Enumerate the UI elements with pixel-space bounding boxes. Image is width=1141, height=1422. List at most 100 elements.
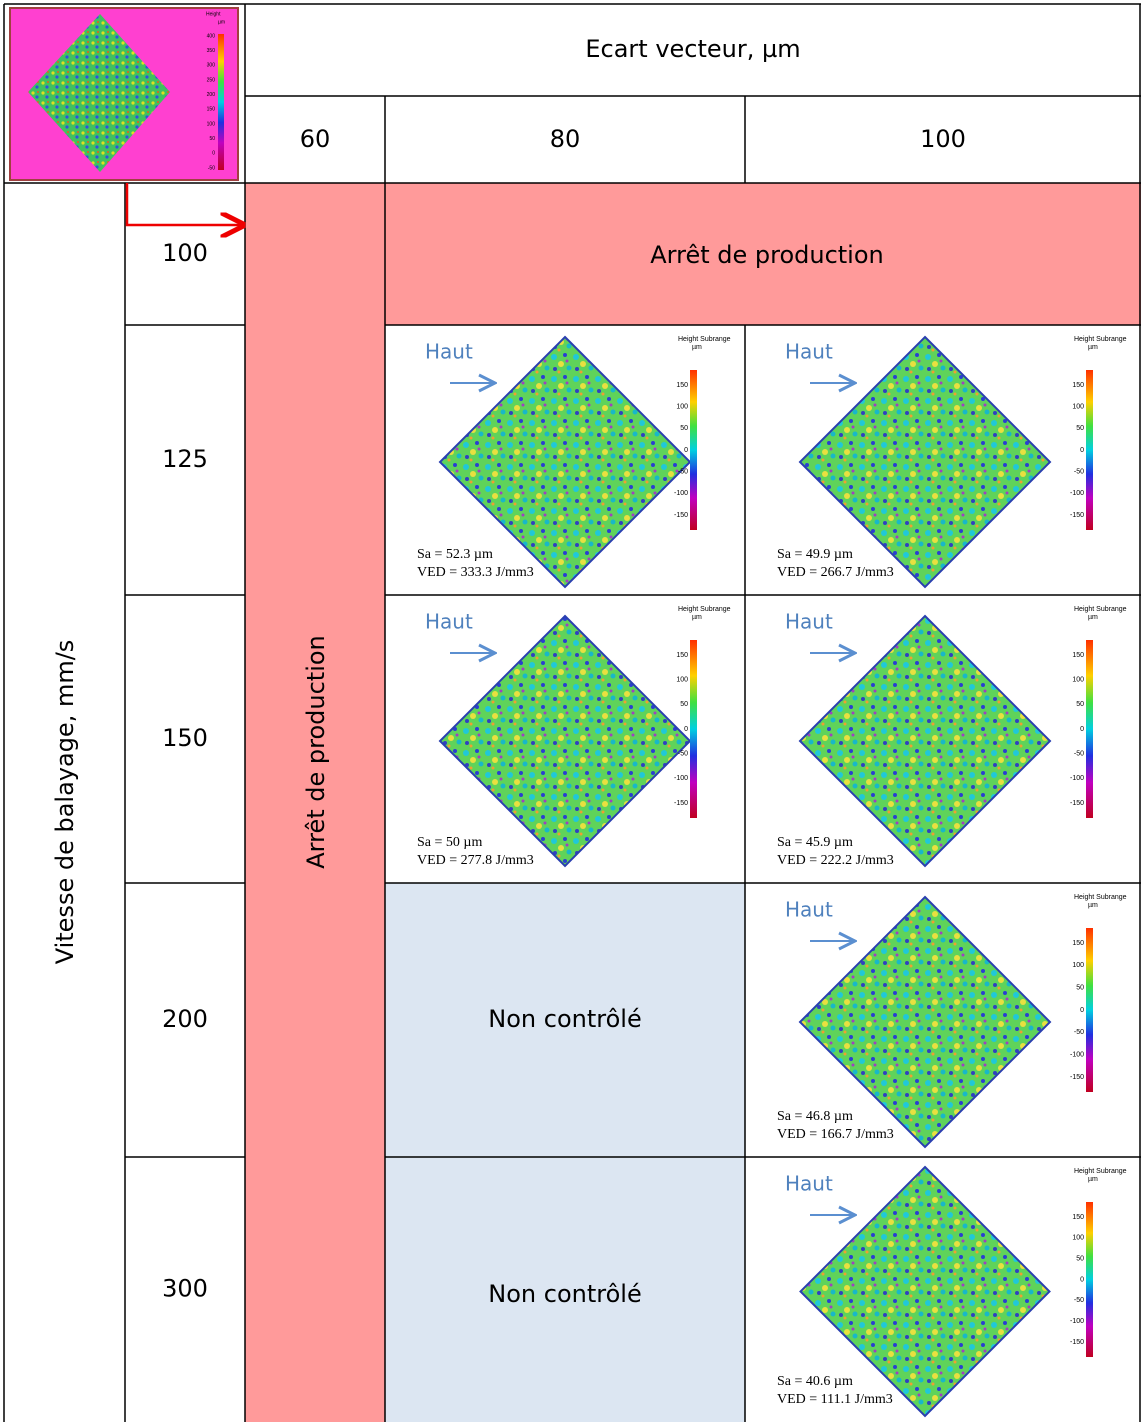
colorbar-tick: 50	[680, 701, 688, 708]
colorbar-title: Height Subrange	[1074, 894, 1127, 901]
colorbar-tick: -150	[1070, 1339, 1084, 1346]
header-title: Ecart vecteur, µm	[585, 35, 800, 63]
colorbar-tick: -150	[1070, 1074, 1084, 1081]
ved-value: VED = 111.1 J/mm3	[777, 1392, 893, 1407]
colorbar-tick: 0	[1080, 447, 1084, 454]
colorbar-tick: 150	[1072, 940, 1084, 947]
colorbar-tick: 100	[1072, 962, 1084, 969]
column-header: 80	[550, 125, 581, 153]
legend-tick: 250	[207, 77, 216, 83]
legend-tick: 300	[207, 63, 216, 69]
colorbar	[1086, 1202, 1093, 1357]
legend-tick: 350	[207, 48, 216, 54]
ved-value: VED = 266.7 J/mm3	[777, 565, 894, 580]
row-label: 300	[162, 1275, 208, 1303]
ved-value: VED = 333.3 J/mm3	[417, 565, 534, 580]
stopped-row	[385, 183, 1141, 325]
colorbar-tick: 150	[1072, 1214, 1084, 1221]
colorbar-unit: µm	[692, 614, 702, 621]
legend-tick: 100	[207, 121, 216, 127]
colorbar-unit: µm	[1088, 614, 1098, 621]
surface-map	[799, 1165, 1051, 1418]
row-label: 200	[162, 1005, 208, 1033]
colorbar-tick: 0	[1080, 726, 1084, 733]
haut-label: Haut	[425, 340, 473, 364]
colorbar-tick: 0	[684, 447, 688, 454]
ved-value: VED = 277.8 J/mm3	[417, 853, 534, 868]
colorbar-unit: µm	[1088, 902, 1098, 909]
colorbar-tick: -100	[1070, 490, 1084, 497]
colorbar-unit: µm	[692, 344, 702, 351]
colorbar	[690, 370, 697, 530]
colorbar-tick: 100	[676, 404, 688, 411]
colorbar-tick: 150	[676, 652, 688, 659]
row-label: 100	[162, 239, 208, 267]
column-header: 100	[920, 125, 966, 153]
colorbar-title: Height Subrange	[1074, 1168, 1127, 1175]
colorbar-tick: -100	[1070, 1052, 1084, 1059]
legend-tick: 200	[207, 92, 216, 98]
surface-map	[798, 614, 1052, 868]
colorbar-unit: µm	[1088, 344, 1098, 351]
sa-value: Sa = 45.9 µm	[777, 835, 853, 850]
pointer-arrow	[125, 183, 243, 225]
colorbar-tick: -150	[1070, 512, 1084, 519]
colorbar	[1086, 928, 1093, 1092]
not-controlled-label: Non contrôlé	[488, 1005, 641, 1033]
colorbar-tick: 50	[1076, 701, 1084, 708]
not-controlled-cell	[385, 883, 745, 1157]
sa-value: Sa = 50 µm	[417, 835, 482, 850]
legend-tick: -50	[208, 165, 215, 171]
row-header: Vitesse de balayage, mm/s	[51, 640, 79, 965]
colorbar-tick: -150	[674, 800, 688, 807]
colorbar-tick: -150	[674, 512, 688, 519]
haut-label: Haut	[785, 610, 833, 634]
thumbnail: Height µm	[9, 7, 239, 181]
colorbar-tick: 100	[1072, 1235, 1084, 1242]
colorbar-tick: 50	[1076, 425, 1084, 432]
stopped-column	[245, 183, 385, 1422]
column-header: 60	[300, 125, 331, 153]
legend-tick: 0	[212, 151, 215, 157]
colorbar-tick: -50	[678, 751, 688, 758]
legend-unit: µm	[218, 19, 225, 25]
colorbar-tick: 0	[1080, 1007, 1084, 1014]
colorbar-title: Height Subrange	[678, 606, 731, 613]
colorbar-tick: 100	[676, 677, 688, 684]
colorbar-tick: 150	[1072, 382, 1084, 389]
colorbar-tick: 100	[1072, 677, 1084, 684]
colorbar-tick: -50	[1074, 751, 1084, 758]
stopped-label: Arrêt de production	[302, 635, 330, 869]
colorbar-tick: 0	[684, 726, 688, 733]
haut-label: Haut	[785, 340, 833, 364]
colorbar-tick: -50	[678, 469, 688, 476]
colorbar-tick: -150	[1070, 800, 1084, 807]
ved-value: VED = 222.2 J/mm3	[777, 853, 894, 868]
colorbar-title: Height Subrange	[1074, 606, 1127, 613]
colorbar-tick: -50	[1074, 1297, 1084, 1304]
colorbar	[690, 640, 697, 818]
colorbar	[1086, 370, 1093, 530]
colorbar-tick: -100	[1070, 1318, 1084, 1325]
colorbar	[1086, 640, 1093, 818]
colorbar-tick: -50	[1074, 1029, 1084, 1036]
surface-map	[438, 335, 692, 589]
colorbar-tick: 100	[1072, 404, 1084, 411]
legend-tick: 400	[207, 33, 216, 39]
colorbar-tick: -100	[1070, 775, 1084, 782]
colorbar-tick: 0	[1080, 1276, 1084, 1283]
legend-tick: 50	[209, 136, 215, 142]
surface-map	[438, 614, 692, 868]
sa-value: Sa = 40.6 µm	[777, 1374, 853, 1389]
row-label: 150	[162, 724, 208, 752]
sa-value: Sa = 46.8 µm	[777, 1109, 853, 1124]
colorbar-unit: µm	[1088, 1176, 1098, 1183]
colorbar-tick: 50	[680, 425, 688, 432]
haut-label: Haut	[425, 610, 473, 634]
